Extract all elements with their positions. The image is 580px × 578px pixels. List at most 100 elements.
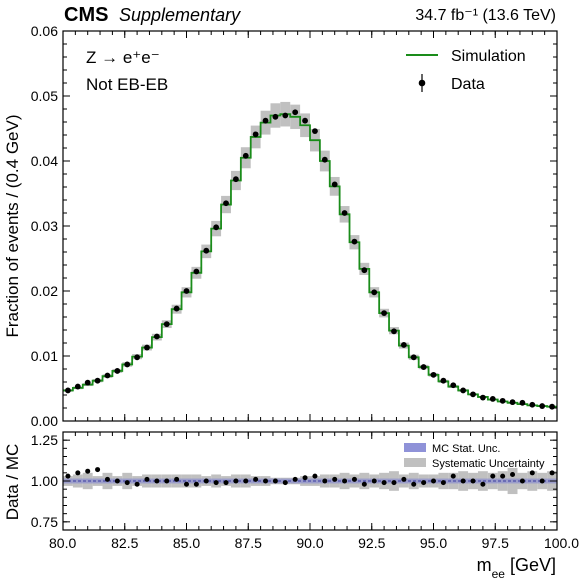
ratio-point (480, 481, 486, 487)
ratio-point (223, 480, 229, 486)
data-point (351, 238, 358, 245)
ratio-point (322, 478, 328, 484)
ratio-point (243, 478, 249, 484)
ratio-point (431, 478, 436, 484)
data-point (450, 382, 457, 389)
data-point (420, 364, 427, 370)
ratio-point (292, 476, 298, 482)
ratio-point (75, 470, 81, 476)
data-point (480, 394, 486, 401)
data-point (519, 399, 526, 406)
data-point (173, 305, 180, 312)
x-axis-label-unit: [GeV] (505, 555, 556, 575)
data-point (302, 117, 308, 124)
ratio-point (549, 470, 555, 476)
ratio-point (233, 478, 239, 484)
main-y-tick-label: 0.01 (31, 348, 58, 364)
data-point (341, 210, 348, 216)
x-tick-label: 95.0 (420, 535, 447, 551)
data-point (499, 397, 506, 404)
ratio-point (134, 481, 140, 487)
x-axis-label-sub: ee (492, 567, 506, 578)
x-axis-label: mee [GeV] (477, 555, 556, 578)
ratio-panel: 0.75 1.00 1.25 80.0 82.5 85.0 87.5 90.0 92.5 95.0… (31, 431, 579, 551)
ratio-point (65, 473, 71, 479)
data-points (65, 109, 555, 410)
main-panel: 0.00 0.01 0.02 0.03 0.04 0.05 0.06 (31, 23, 558, 429)
main-y-tick-label: 0.05 (31, 88, 58, 104)
main-y-tick-label: 0.02 (31, 283, 58, 299)
legend-simulation-label: Simulation (451, 48, 526, 65)
data-point (233, 176, 239, 183)
data-point (282, 112, 289, 119)
main-y-axis-label: Fraction of events / (0.4 GeV) (3, 115, 22, 338)
ratio-y-tick-label: 0.75 (31, 514, 58, 530)
data-point (84, 379, 91, 386)
ratio-point (213, 480, 219, 486)
ratio-axes: 0.75 1.00 1.25 80.0 82.5 85.0 87.5 90.0 92.5 95.0… (31, 432, 579, 551)
ratio-point (450, 473, 456, 479)
data-point (381, 310, 387, 316)
x-tick-label: 87.5 (235, 535, 262, 551)
data-point (144, 344, 150, 351)
x-tick-label: 97.5 (482, 535, 509, 551)
ratio-point (312, 473, 318, 479)
ratio-point (539, 478, 545, 484)
legend-data-marker (418, 79, 426, 87)
ratio-point (411, 481, 417, 487)
ratio-point (154, 478, 160, 484)
ratio-point (193, 481, 199, 487)
data-point (153, 333, 160, 340)
main-y-tick-label: 0.03 (31, 218, 58, 234)
data-point (134, 354, 141, 361)
main-y-tick-label: 0.04 (31, 153, 58, 169)
data-point (183, 288, 190, 294)
x-tick-label: 82.5 (111, 535, 138, 551)
data-point (163, 321, 170, 328)
ratio-y-tick-label: 1.00 (31, 473, 58, 489)
data-point (203, 247, 210, 254)
ratio-point (282, 480, 288, 486)
legend-syst-label: Systematic Uncertainty (432, 458, 545, 470)
ratio-point (263, 478, 269, 484)
data-point (430, 371, 437, 378)
data-point (272, 113, 279, 120)
ratio-point (519, 478, 525, 484)
ratio-points (65, 467, 555, 487)
data-point (331, 181, 338, 188)
data-point (410, 354, 417, 361)
data-point (252, 131, 259, 138)
ratio-y-tick-label: 1.25 (31, 432, 58, 448)
ratio-point (371, 478, 377, 484)
x-tick-label: 100.0 (544, 535, 579, 551)
data-point (539, 403, 546, 409)
data-point (391, 328, 397, 335)
data-point (292, 109, 299, 116)
data-point (470, 391, 476, 398)
ratio-point (391, 480, 397, 486)
ratio-point (361, 481, 367, 487)
main-y-tick-label: 0.00 (31, 413, 58, 429)
ratio-point (381, 480, 387, 486)
tag-label: Supplementary (119, 5, 241, 25)
ratio-point (164, 478, 170, 484)
data-point (460, 387, 467, 394)
ratio-frame (62, 431, 558, 531)
ratio-point (253, 476, 259, 482)
ratio-point (184, 481, 189, 487)
ratio-legend: MC Stat. Unc. Systematic Uncertainty (404, 443, 545, 470)
ratio-point (460, 478, 466, 484)
data-point (312, 128, 318, 135)
ratio-point (401, 476, 407, 482)
data-point (400, 342, 407, 348)
data-point (193, 268, 200, 275)
ratio-point (95, 467, 101, 473)
ratio-point (342, 478, 348, 484)
legend-syst-swatch (404, 458, 426, 467)
data-point (321, 156, 328, 163)
ratio-point (332, 476, 338, 482)
ratio-point (440, 480, 446, 486)
main-syst-band (63, 101, 557, 408)
legend-stat-swatch (404, 443, 426, 452)
ratio-point (124, 480, 130, 486)
